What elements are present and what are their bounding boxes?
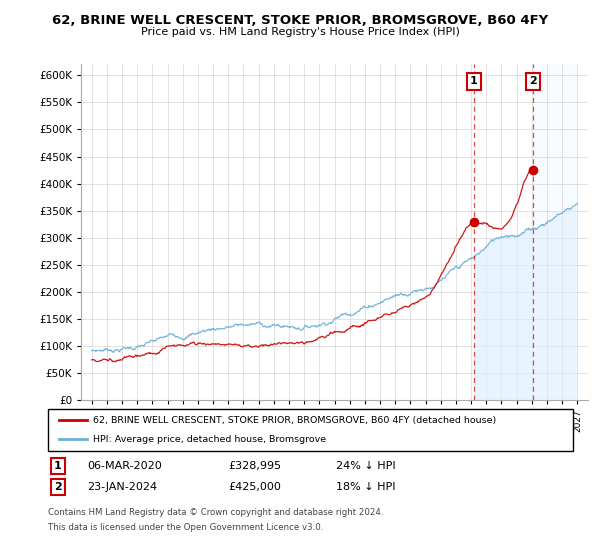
Text: 24% ↓ HPI: 24% ↓ HPI (336, 461, 395, 471)
Text: 2: 2 (54, 482, 62, 492)
Text: 1: 1 (54, 461, 62, 471)
Text: Contains HM Land Registry data © Crown copyright and database right 2024.: Contains HM Land Registry data © Crown c… (48, 508, 383, 517)
Text: This data is licensed under the Open Government Licence v3.0.: This data is licensed under the Open Gov… (48, 523, 323, 532)
Text: 62, BRINE WELL CRESCENT, STOKE PRIOR, BROMSGROVE, B60 4FY: 62, BRINE WELL CRESCENT, STOKE PRIOR, BR… (52, 14, 548, 27)
Text: 06-MAR-2020: 06-MAR-2020 (87, 461, 162, 471)
Text: £425,000: £425,000 (228, 482, 281, 492)
Text: 1: 1 (470, 76, 478, 86)
Text: HPI: Average price, detached house, Bromsgrove: HPI: Average price, detached house, Brom… (92, 435, 326, 444)
Text: 62, BRINE WELL CRESCENT, STOKE PRIOR, BROMSGROVE, B60 4FY (detached house): 62, BRINE WELL CRESCENT, STOKE PRIOR, BR… (92, 416, 496, 424)
Text: £328,995: £328,995 (228, 461, 281, 471)
Text: 23-JAN-2024: 23-JAN-2024 (87, 482, 157, 492)
Text: 18% ↓ HPI: 18% ↓ HPI (336, 482, 395, 492)
Text: 2: 2 (529, 76, 536, 86)
Text: Price paid vs. HM Land Registry's House Price Index (HPI): Price paid vs. HM Land Registry's House … (140, 27, 460, 37)
